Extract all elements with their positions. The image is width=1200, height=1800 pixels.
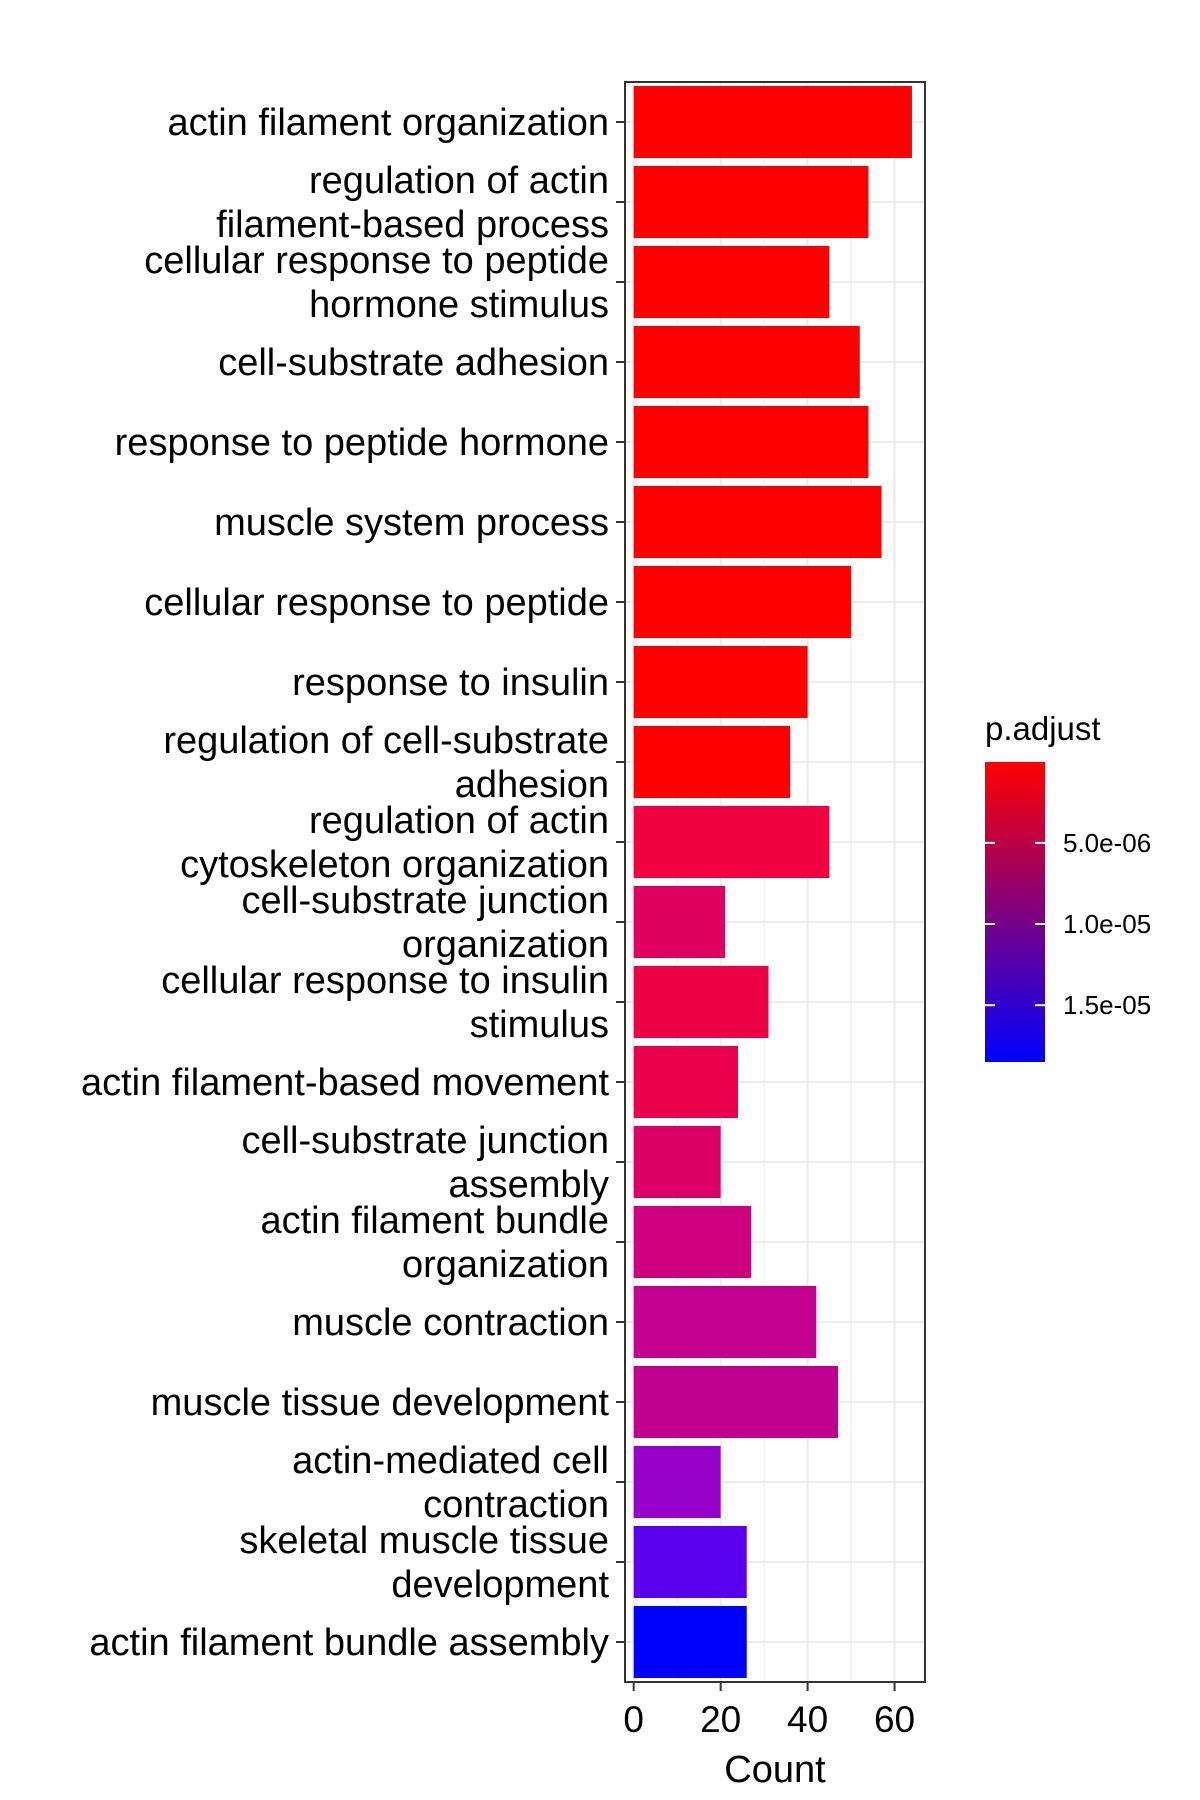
bar (633, 1126, 721, 1198)
bar (633, 886, 725, 958)
category-label: actin filament bundle organization (260, 1200, 609, 1286)
bar (633, 166, 869, 238)
bar (633, 1606, 747, 1678)
legend-tick-label: 1.5e-05 (1063, 990, 1151, 1020)
color-legend: p.adjust 5.0e-06 1.0e-05 1.5e-05 (985, 710, 1151, 1062)
legend-title: p.adjust (985, 710, 1101, 747)
category-label: muscle contraction (292, 1302, 609, 1344)
category-label: actin-mediated cell contraction (292, 1440, 609, 1526)
bar (633, 1206, 752, 1278)
category-label: cellular response to peptide (144, 582, 609, 624)
bar (633, 406, 869, 478)
bar (633, 1366, 839, 1438)
bar (633, 1286, 817, 1358)
x-tick-label: 60 (874, 1699, 915, 1740)
legend-colorbar (985, 762, 1045, 1062)
category-label: cell-substrate adhesion (218, 342, 609, 384)
bar (633, 86, 912, 158)
bar (633, 486, 882, 558)
bar (633, 966, 769, 1038)
legend-tick-label: 1.0e-05 (1063, 909, 1151, 939)
bar (633, 646, 808, 718)
category-label: cell-substrate junction assembly (241, 1120, 609, 1206)
panel-border (624, 81, 926, 1683)
category-label: cellular response to peptide hormone stim… (144, 240, 609, 326)
x-axis: 0 20 40 60 (623, 1682, 915, 1740)
category-label: regulation of actin filament-based proces… (216, 160, 609, 246)
category-label: muscle system process (214, 502, 609, 544)
bar (633, 326, 860, 398)
category-label: cellular response to insulin stimulus (161, 960, 609, 1046)
legend-tick-label: 5.0e-06 (1063, 828, 1151, 858)
category-label: regulation of cell-substrate adhesion (163, 720, 609, 806)
category-label: actin filament organization (168, 102, 609, 144)
bar (633, 566, 852, 638)
legend-ticks: 5.0e-06 1.0e-05 1.5e-05 (985, 828, 1151, 1020)
x-tick-label: 0 (623, 1699, 644, 1740)
bar (633, 806, 830, 878)
bars (633, 86, 912, 1678)
category-label: muscle tissue development (151, 1382, 610, 1424)
category-label: cell-substrate junction organization (241, 880, 609, 966)
category-labels: actin filament organization regulation of… (81, 102, 625, 1664)
grid-lines (625, 82, 925, 1682)
bar (633, 1446, 721, 1518)
x-tick-label: 40 (787, 1699, 828, 1740)
category-label: response to peptide hormone (115, 422, 609, 464)
bar (633, 1046, 739, 1118)
category-label: response to insulin (292, 662, 609, 704)
x-axis-title: Count (724, 1749, 826, 1791)
category-label: actin filament-based movement (81, 1062, 609, 1104)
category-label: regulation of actin cytoskeleton organiza… (180, 800, 609, 886)
category-label: skeletal muscle tissue development (239, 1520, 609, 1606)
bar (633, 1526, 747, 1598)
bar (633, 246, 830, 318)
category-label: actin filament bundle assembly (89, 1622, 609, 1664)
bar (633, 726, 791, 798)
x-tick-label: 20 (700, 1699, 741, 1740)
